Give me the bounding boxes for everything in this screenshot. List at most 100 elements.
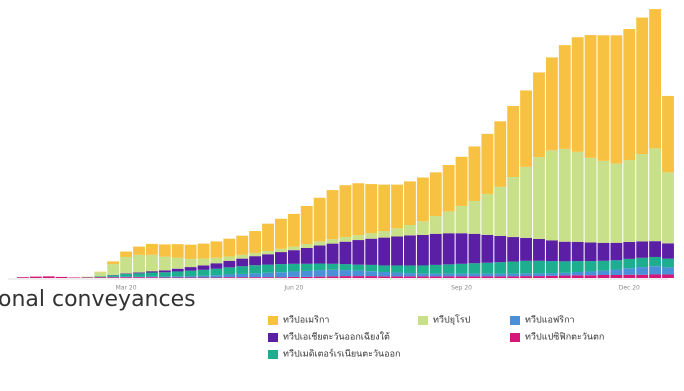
bar-segment bbox=[94, 277, 106, 278]
bar-segment bbox=[288, 264, 300, 272]
bar-segment bbox=[662, 172, 674, 243]
bar-segment bbox=[210, 263, 222, 268]
bar-segment bbox=[236, 266, 248, 274]
bar-segment bbox=[340, 242, 352, 264]
bar-segment bbox=[430, 172, 442, 216]
bar-segment bbox=[662, 259, 674, 268]
bar-segment bbox=[352, 276, 364, 278]
legend-label: ทวีปแอฟริกา bbox=[525, 315, 575, 326]
bar-segment bbox=[494, 274, 506, 277]
bar-segment bbox=[469, 201, 481, 234]
bar-segment bbox=[546, 276, 558, 278]
bar-segment bbox=[288, 271, 300, 276]
bar-segment bbox=[107, 264, 119, 275]
bar-segment bbox=[198, 244, 210, 259]
bar-segment bbox=[391, 276, 403, 278]
bar-segment bbox=[443, 165, 455, 211]
bar-segment bbox=[378, 238, 390, 266]
bar-segment bbox=[456, 264, 468, 274]
bar-segment bbox=[30, 277, 42, 278]
bar-segment bbox=[507, 262, 519, 274]
bar-segment bbox=[585, 261, 597, 271]
bar-segment bbox=[417, 221, 429, 235]
bar-segment bbox=[172, 277, 184, 278]
bar-segment bbox=[469, 234, 481, 263]
bar-segment bbox=[443, 264, 455, 273]
bar-segment bbox=[469, 276, 481, 278]
bar-segment bbox=[598, 35, 610, 161]
bar-segment bbox=[301, 244, 313, 248]
bar-segment bbox=[365, 233, 377, 238]
bar-segment bbox=[365, 271, 377, 276]
x-tick-label: Mar 20 bbox=[116, 285, 137, 292]
bar-segment bbox=[249, 265, 261, 273]
bar-segment bbox=[262, 273, 274, 277]
bar-segment bbox=[585, 35, 597, 158]
bar-segment bbox=[159, 277, 171, 278]
bar-segment bbox=[146, 276, 158, 277]
bar-segment bbox=[378, 231, 390, 238]
bar-segment bbox=[17, 277, 29, 278]
bar-segment bbox=[172, 258, 184, 269]
bar-segment bbox=[365, 239, 377, 265]
bar-segment bbox=[340, 270, 352, 276]
bar-segment bbox=[223, 277, 235, 278]
bar-segment bbox=[262, 265, 274, 273]
bar-segment bbox=[301, 264, 313, 271]
bar-segment bbox=[520, 238, 532, 261]
bar-segment bbox=[352, 265, 364, 271]
bar-segment bbox=[249, 253, 261, 256]
bar-segment bbox=[404, 181, 416, 225]
bar-segment bbox=[533, 239, 545, 261]
bar-segment bbox=[275, 264, 287, 272]
bar-segment bbox=[120, 274, 132, 277]
bar-segment bbox=[662, 274, 674, 278]
bar-segment bbox=[314, 277, 326, 278]
bar-segment bbox=[120, 273, 132, 274]
bar-segment bbox=[649, 9, 661, 148]
bar-segment bbox=[120, 252, 132, 257]
bar-segment bbox=[572, 272, 584, 275]
bar-segment bbox=[262, 251, 274, 254]
legend-swatch bbox=[510, 316, 520, 325]
bar-segment bbox=[456, 276, 468, 278]
bar-segment bbox=[210, 241, 222, 257]
bar-segment bbox=[649, 241, 661, 257]
bar-segment bbox=[210, 269, 222, 276]
bar-segment bbox=[159, 257, 171, 271]
bar-segment bbox=[598, 271, 610, 275]
bar-segment bbox=[185, 267, 197, 271]
bar-segment bbox=[598, 243, 610, 261]
bar-segment bbox=[185, 271, 197, 276]
bar-segment bbox=[546, 261, 558, 273]
bar-segment bbox=[623, 259, 635, 268]
bar-segment bbox=[172, 269, 184, 272]
bar-segment bbox=[430, 234, 442, 265]
bar-segment bbox=[572, 261, 584, 272]
bar-segment bbox=[469, 274, 481, 277]
bar-segment bbox=[327, 270, 339, 277]
bar-segment bbox=[469, 263, 481, 273]
bar-segment bbox=[288, 250, 300, 264]
bar-segment bbox=[301, 277, 313, 278]
bar-segment bbox=[507, 276, 519, 278]
bar-segment bbox=[94, 272, 106, 273]
bar-segment bbox=[443, 211, 455, 233]
bar-segment bbox=[185, 276, 197, 277]
bar-segment bbox=[391, 273, 403, 277]
bar-segment bbox=[198, 276, 210, 278]
bar-segment bbox=[249, 256, 261, 265]
bar-segment bbox=[133, 255, 145, 273]
bar-segment bbox=[494, 121, 506, 187]
bar-segment bbox=[236, 259, 248, 267]
bar-segment bbox=[559, 273, 571, 276]
bar-segment bbox=[198, 259, 210, 266]
bar-segment bbox=[198, 265, 210, 269]
bar-segment bbox=[288, 277, 300, 278]
bar-segment bbox=[623, 242, 635, 259]
bar-segment bbox=[262, 254, 274, 264]
bar-segment bbox=[559, 261, 571, 272]
bar-segment bbox=[598, 161, 610, 243]
bar-segment bbox=[288, 214, 300, 247]
